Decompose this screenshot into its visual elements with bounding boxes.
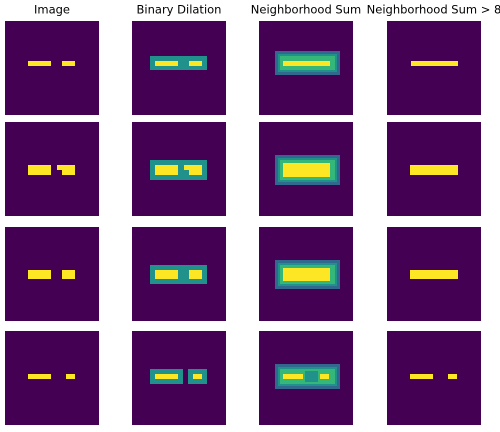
pixel-region xyxy=(193,374,202,379)
pixel-region xyxy=(448,374,457,379)
pixel-region xyxy=(155,61,178,66)
pixel-region xyxy=(283,268,330,281)
pixel-region xyxy=(283,374,303,379)
column-title: Neighborhood Sum xyxy=(251,3,361,17)
pixel-region xyxy=(410,270,458,279)
image-panel xyxy=(5,21,99,115)
image-panel xyxy=(5,227,99,321)
image-panel xyxy=(5,122,99,216)
image-panel xyxy=(387,21,481,115)
pixel-region xyxy=(62,270,75,279)
pixel-region xyxy=(189,270,202,279)
pixel-region xyxy=(283,61,330,66)
column-title: Image xyxy=(34,3,70,17)
pixel-region xyxy=(155,165,178,175)
pixel-region xyxy=(66,374,75,379)
image-panel xyxy=(5,331,99,425)
pixel-region xyxy=(150,265,207,284)
pixel-region xyxy=(189,61,202,66)
pixel-region xyxy=(410,165,458,175)
pixel-region xyxy=(320,374,329,379)
pixel-region xyxy=(62,165,75,175)
pixel-region xyxy=(28,61,51,66)
pixel-region xyxy=(28,270,51,279)
column-title: Binary Dilation xyxy=(137,3,222,17)
pixel-region xyxy=(411,61,458,66)
image-panel xyxy=(387,331,481,425)
pixel-region xyxy=(28,165,51,175)
pixel-region xyxy=(62,61,75,66)
pixel-region xyxy=(28,374,51,379)
pixel-region xyxy=(283,163,330,177)
pixel-region xyxy=(410,374,433,379)
pixel-region xyxy=(189,165,202,175)
pixel-region xyxy=(155,374,178,379)
pixel-region xyxy=(150,56,207,70)
pixel-region xyxy=(155,270,178,279)
column-title: Neighborhood Sum > 8 xyxy=(367,3,500,17)
pixel-region xyxy=(305,371,318,382)
